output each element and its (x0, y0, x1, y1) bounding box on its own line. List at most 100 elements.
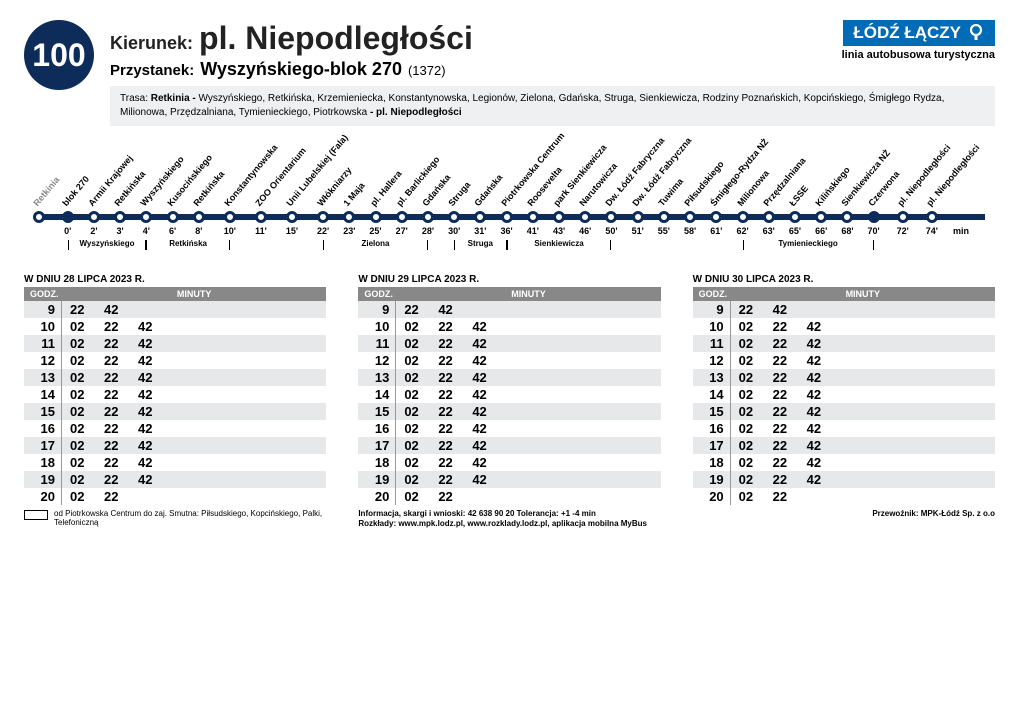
schedule-row: 16022242 (693, 420, 995, 437)
minute-value: 22 (438, 387, 458, 402)
schedule-row: 14022242 (24, 386, 326, 403)
stop-marker (632, 211, 644, 223)
minute-value: 42 (138, 387, 158, 402)
minute-value: 42 (138, 353, 158, 368)
stop-marker (868, 211, 880, 223)
minute-value: 02 (739, 387, 759, 402)
stop-marker (815, 211, 827, 223)
minute-value: 42 (807, 370, 827, 385)
row-hour: 19 (693, 471, 731, 488)
minute-value: 42 (807, 421, 827, 436)
row-minutes: 022242 (396, 471, 660, 488)
minute-value: 42 (138, 336, 158, 351)
minute-value: 02 (70, 370, 90, 385)
row-hour: 20 (693, 488, 731, 505)
minute-value: 42 (138, 404, 158, 419)
stop-marker (448, 211, 460, 223)
minute-value: 02 (404, 404, 424, 419)
minute-value: 02 (739, 421, 759, 436)
minute-value: 02 (404, 421, 424, 436)
street-range: Zielona (323, 240, 428, 250)
stop-minute-label: 6' (169, 226, 176, 236)
row-minutes: 022242 (731, 403, 995, 420)
stop-minute-label: 27' (396, 226, 408, 236)
minute-value: 02 (739, 489, 759, 504)
minute-value: 22 (104, 455, 124, 470)
schedule-row: 13022242 (358, 369, 660, 386)
stop-marker (88, 211, 100, 223)
schedule-row: 19022242 (358, 471, 660, 488)
direction-label: Kierunek: (110, 33, 193, 54)
minute-value: 22 (70, 302, 90, 317)
stop-marker (684, 211, 696, 223)
minute-value: 22 (773, 319, 793, 334)
minute-value: 42 (138, 370, 158, 385)
minute-value: 22 (773, 404, 793, 419)
minute-value: 22 (438, 421, 458, 436)
stop-minute-label: 70' (868, 226, 880, 236)
header-minutes: MINUTY (396, 287, 660, 301)
row-hour: 10 (358, 318, 396, 335)
stop-marker (286, 211, 298, 223)
stop-minute-label: 28' (422, 226, 434, 236)
schedule-row: 15022242 (24, 403, 326, 420)
minute-value: 22 (438, 489, 458, 504)
stop-marker (527, 211, 539, 223)
stop-minute-label: 31' (474, 226, 486, 236)
stop-minute-label: 23' (343, 226, 355, 236)
stop-marker (343, 211, 355, 223)
header-hour: GODZ. (693, 287, 731, 301)
minute-value: 22 (773, 455, 793, 470)
minute-value: 22 (438, 438, 458, 453)
minute-value: 42 (138, 455, 158, 470)
minute-value: 22 (739, 302, 759, 317)
minute-value: 22 (104, 370, 124, 385)
stop-minute-label: 61' (710, 226, 722, 236)
row-minutes: 022242 (731, 318, 995, 335)
schedule-column: W DNIU 28 LIPCA 2023 R.GODZ.MINUTY922421… (24, 274, 326, 530)
minute-value: 02 (404, 353, 424, 368)
minute-value: 42 (807, 319, 827, 334)
minute-value: 42 (472, 336, 492, 351)
stop-name-label: Struga (446, 180, 472, 208)
minute-value: 42 (807, 438, 827, 453)
stop-marker (501, 211, 513, 223)
schedule-row: 15022242 (693, 403, 995, 420)
minute-value: 02 (70, 421, 90, 436)
schedule-row: 10022242 (24, 318, 326, 335)
brand-logo: ŁÓDŹ ŁĄCZY (843, 20, 995, 46)
row-minutes: 022242 (62, 318, 326, 335)
minute-value: 02 (404, 489, 424, 504)
stop-marker (605, 211, 617, 223)
row-hour: 19 (358, 471, 396, 488)
minute-value: 22 (773, 336, 793, 351)
schedule-row: 10022242 (693, 318, 995, 335)
row-hour: 14 (358, 386, 396, 403)
schedule-row: 15022242 (358, 403, 660, 420)
row-hour: 17 (693, 437, 731, 454)
stop-minute-label: 66' (815, 226, 827, 236)
schedule-date: W DNIU 30 LIPCA 2023 R. (693, 274, 995, 285)
schedule-column: W DNIU 29 LIPCA 2023 R.GODZ.MINUTY922421… (358, 274, 660, 530)
stop-marker (422, 211, 434, 223)
row-minutes: 022242 (62, 420, 326, 437)
stops-diagram: WyszyńskiegoRetkińskaZielonaStrugaSienki… (24, 166, 995, 256)
row-hour: 12 (693, 352, 731, 369)
row-minutes: 022242 (396, 335, 660, 352)
row-minutes: 022242 (396, 403, 660, 420)
stop-minute-label: 43' (553, 226, 565, 236)
minute-value: 42 (472, 455, 492, 470)
row-hour: 20 (358, 488, 396, 505)
row-hour: 16 (358, 420, 396, 437)
row-hour: 13 (24, 369, 62, 386)
minute-value: 22 (773, 472, 793, 487)
row-minutes: 022242 (731, 454, 995, 471)
row-minutes: 02 22 (396, 488, 660, 505)
minute-value: 42 (138, 421, 158, 436)
row-hour: 14 (24, 386, 62, 403)
stop-minute-label: 30' (448, 226, 460, 236)
row-hour: 19 (24, 471, 62, 488)
minute-value: 02 (70, 319, 90, 334)
minute-value: 22 (404, 302, 424, 317)
schedule-row: 19022242 (24, 471, 326, 488)
